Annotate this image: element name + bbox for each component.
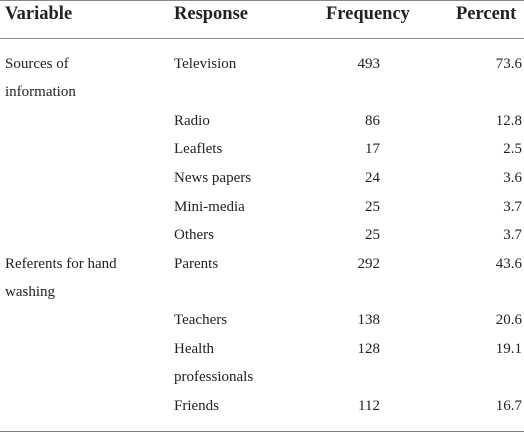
response-cell: Leaflets <box>174 141 223 157</box>
frequency-cell: 138 <box>357 312 381 328</box>
variable-cell-line2: washing <box>5 284 55 300</box>
response-cell: Teachers <box>174 312 228 328</box>
percent-cell: 3.6 <box>503 170 522 186</box>
frequency-cell: 128 <box>357 341 381 357</box>
percent-cell: 19.1 <box>495 341 522 357</box>
response-cell: Others <box>174 227 214 243</box>
header-response: Response <box>174 4 249 24</box>
header-rule <box>0 38 524 39</box>
frequency-cell: 24 <box>365 170 380 186</box>
frequency-cell: 25 <box>365 227 380 243</box>
header-frequency: Frequency <box>326 4 410 24</box>
response-cell: Friends <box>174 398 219 414</box>
response-cell-line2: professionals <box>174 369 254 385</box>
response-cell: Mini-media <box>174 199 245 215</box>
response-cell: Radio <box>174 113 210 129</box>
header-variable: Variable <box>5 4 73 24</box>
response-cell: Television <box>174 56 237 72</box>
header-percent: Percent <box>456 4 517 24</box>
percent-cell: 73.6 <box>495 56 522 72</box>
frequency-cell: 493 <box>357 56 381 72</box>
frequency-cell: 17 <box>365 141 380 157</box>
table-bottom-rule <box>0 431 524 432</box>
frequency-cell: 25 <box>365 199 380 215</box>
variable-cell: Referents for hand <box>5 256 117 272</box>
percent-cell: 16.7 <box>495 398 522 414</box>
percent-cell: 12.8 <box>495 113 522 129</box>
response-cell: Health <box>174 341 214 357</box>
frequency-cell: 86 <box>365 113 380 129</box>
table-top-rule <box>0 0 524 1</box>
variable-cell-line2: information <box>5 84 76 100</box>
frequency-cell: 112 <box>358 398 380 414</box>
percent-cell: 3.7 <box>503 227 522 243</box>
variable-cell: Sources of <box>5 56 69 72</box>
response-cell: News papers <box>174 170 252 186</box>
response-cell: Parents <box>174 256 219 272</box>
percent-cell: 20.6 <box>495 312 522 328</box>
percent-cell: 43.6 <box>495 256 522 272</box>
frequency-cell: 292 <box>357 256 381 272</box>
percent-cell: 2.5 <box>503 141 522 157</box>
percent-cell: 3.7 <box>503 199 522 215</box>
